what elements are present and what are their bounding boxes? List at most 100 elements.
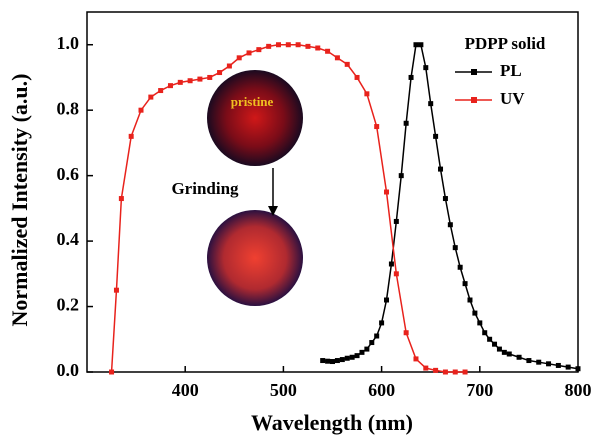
data-point [109,369,115,375]
data-point [393,271,399,277]
data-point [246,50,252,56]
data-point [433,367,439,373]
data-point [467,297,473,303]
data-point [285,42,291,48]
data-point [482,330,488,336]
y-tick-label: 0.0 [57,360,80,380]
legend-marker [471,69,477,75]
y-tick-label: 1.0 [57,33,80,53]
data-point [565,364,571,370]
data-point [325,48,331,54]
data-point [433,133,439,139]
data-point [364,91,370,97]
series-line [322,43,579,370]
data-point [496,346,502,352]
data-point [388,261,394,267]
data-point [148,94,154,100]
data-point [325,358,331,364]
data-point [330,359,335,365]
data-point [374,333,380,339]
data-point [354,74,360,80]
data-point [167,83,173,89]
y-axis-label: Normalized Intensity (a.u.) [7,74,32,327]
x-tick-label: 800 [565,380,592,400]
data-point [158,88,164,94]
data-point [305,43,311,49]
y-tick-label: 0.8 [57,98,80,118]
data-point [423,365,429,371]
data-point [187,78,193,84]
data-point [413,42,419,48]
data-point [423,65,429,71]
data-point [526,358,532,364]
data-point [295,42,301,48]
legend-title: PDPP solid [465,34,546,53]
x-tick-label: 400 [172,380,199,400]
data-point [438,166,444,172]
data-point [344,61,350,67]
data-point [398,173,404,179]
data-point [275,42,281,48]
data-point [384,297,390,303]
data-point [428,101,434,107]
data-point [334,55,340,61]
legend-marker [471,97,477,103]
inset-photo [207,70,303,166]
data-point [413,356,419,362]
data-point [197,76,203,82]
data-point [113,287,119,293]
data-point [501,349,507,355]
data-point [452,245,458,251]
data-point [226,63,232,69]
data-point [128,133,134,139]
data-point [403,120,409,126]
x-axis-label: Wavelength (nm) [251,410,413,435]
data-point [217,70,223,76]
data-point [442,369,448,375]
data-point [536,359,542,365]
data-point [349,354,355,360]
data-point [472,310,478,316]
data-point [506,351,512,357]
data-point [477,320,483,326]
data-point [546,361,552,367]
data-point [320,358,326,364]
data-point [457,264,463,270]
data-point [492,341,498,347]
data-point [339,357,345,363]
data-point [487,336,493,342]
data-point [384,189,390,195]
data-point [256,47,262,53]
arrow-head [268,206,278,216]
data-point [516,354,522,360]
data-point [315,45,321,51]
data-point [207,74,213,80]
data-point [393,218,399,224]
legend-label: UV [500,89,525,108]
y-tick-label: 0.6 [57,164,80,184]
data-point [452,369,458,375]
data-point [575,366,581,372]
data-point [447,222,453,228]
data-point [359,349,365,355]
data-point [418,42,424,48]
x-tick-label: 700 [466,380,493,400]
data-point [379,320,385,326]
y-tick-label: 0.4 [57,229,80,249]
legend-label: PL [500,61,522,80]
data-point [442,196,448,202]
data-point [364,346,370,352]
data-point [236,55,242,61]
x-tick-label: 500 [270,380,297,400]
plot-frame [86,11,579,373]
data-point [344,355,350,361]
annotation: pristine [231,94,274,109]
data-point [462,281,468,287]
inset-photo [207,210,303,306]
data-point [403,330,409,336]
data-point [266,43,272,49]
data-point [138,107,144,113]
data-point [374,124,380,130]
y-tick-label: 0.2 [57,295,80,315]
